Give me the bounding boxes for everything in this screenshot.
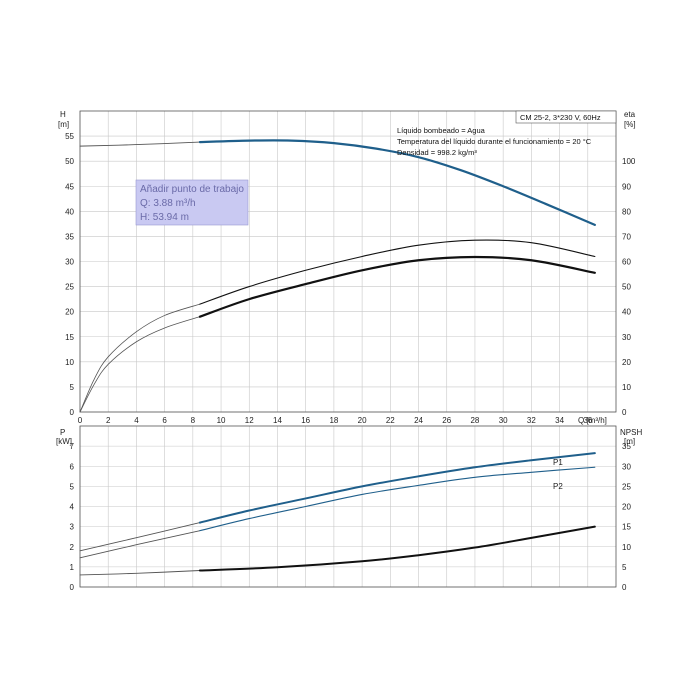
x-tick-label: 18 bbox=[329, 416, 338, 425]
lower-series-p-thin bbox=[79, 530, 201, 559]
x-tick-label: 4 bbox=[134, 416, 139, 425]
upper-left-tick-label: 10 bbox=[65, 358, 74, 367]
tick-labels: 0 2 4 6 8 10 12 14 16 18 20 22 24 26 28 30 32 34 360510152… bbox=[65, 132, 636, 592]
workpoint-box[interactable] bbox=[135, 179, 249, 226]
x-tick-label: 12 bbox=[245, 416, 254, 425]
info-temperature: Temperatura del líquido durante el funci… bbox=[397, 137, 592, 146]
x-tick-label: 30 bbox=[499, 416, 508, 425]
x-tick-label: 26 bbox=[442, 416, 451, 425]
lower-right-tick-label: 10 bbox=[622, 543, 631, 552]
upper-left-tick-label: 5 bbox=[70, 383, 75, 392]
upper-left-tick-label: 40 bbox=[65, 207, 74, 216]
x-tick-label: 32 bbox=[527, 416, 536, 425]
lower-right-tick-label: 20 bbox=[622, 503, 631, 512]
x-axis-label: Q [m³/h] bbox=[578, 416, 607, 425]
upper-grid bbox=[79, 111, 616, 413]
upper-right-tick-label: 50 bbox=[622, 283, 631, 292]
series-label-p2: P2 bbox=[553, 482, 563, 491]
upper-right-tick-label: 30 bbox=[622, 333, 631, 342]
x-tick-label: 16 bbox=[301, 416, 310, 425]
lower-left-tick-label: 1 bbox=[70, 563, 75, 572]
lower-left-tick-label: 5 bbox=[70, 482, 75, 491]
x-tick-label: 14 bbox=[273, 416, 282, 425]
lower-left-tick-label: 0 bbox=[70, 583, 75, 592]
x-tick-label: 8 bbox=[191, 416, 196, 425]
series-label-p1: P1 bbox=[553, 458, 563, 467]
upper-right-axis-label-1: eta bbox=[624, 110, 636, 119]
upper-series-eta-thin bbox=[79, 303, 201, 413]
info-liquid: Líquido bombeado = Agua bbox=[397, 126, 486, 135]
upper-right-tick-label: 10 bbox=[622, 383, 631, 392]
lower-left-tick-label: 7 bbox=[70, 442, 75, 451]
lower-right-tick-label: 5 bbox=[622, 563, 627, 572]
workpoint-q: Q: 3.88 m³/h bbox=[140, 198, 196, 209]
upper-left-tick-label: 0 bbox=[70, 408, 75, 417]
upper-left-tick-label: 45 bbox=[65, 182, 74, 191]
upper-right-tick-label: 40 bbox=[622, 308, 631, 317]
upper-series-head-thin bbox=[79, 141, 201, 147]
upper-right-tick-label: 100 bbox=[622, 157, 636, 166]
upper-left-tick-label: 20 bbox=[65, 308, 74, 317]
lower-left-axis-label-1: P bbox=[60, 428, 65, 437]
x-tick-label: 2 bbox=[106, 416, 111, 425]
lower-series-p-thin bbox=[79, 522, 201, 552]
upper-left-tick-label: 55 bbox=[65, 132, 74, 141]
lower-right-axis-label-2: [m] bbox=[624, 437, 635, 446]
upper-left-tick-label: 15 bbox=[65, 333, 74, 342]
x-tick-label: 10 bbox=[217, 416, 226, 425]
upper-left-tick-label: 50 bbox=[65, 157, 74, 166]
upper-right-tick-label: 80 bbox=[622, 207, 631, 216]
upper-right-tick-label: 0 bbox=[622, 408, 627, 417]
x-tick-label: 6 bbox=[162, 416, 167, 425]
x-tick-label: 34 bbox=[555, 416, 564, 425]
lower-right-tick-label: 35 bbox=[622, 442, 631, 451]
workpoint-title[interactable]: Añadir punto de trabajo bbox=[140, 184, 244, 195]
workpoint-h: H: 53.94 m bbox=[140, 212, 189, 223]
upper-series-head-bold bbox=[198, 139, 596, 226]
lower-series-p-bold bbox=[198, 452, 596, 524]
x-tick-label: 20 bbox=[358, 416, 367, 425]
x-tick-label: 28 bbox=[470, 416, 479, 425]
info-density: Densidad = 998.2 kg/m³ bbox=[397, 148, 477, 157]
lower-series-npsh-thin bbox=[79, 570, 201, 576]
series-lines bbox=[79, 139, 596, 576]
model-tag: CM 25-2, 3*230 V, 60Hz bbox=[520, 113, 601, 122]
lower-left-tick-label: 3 bbox=[70, 523, 75, 532]
x-tick-label: 24 bbox=[414, 416, 423, 425]
lower-series-p2-mid bbox=[199, 466, 596, 532]
x-tick-label: 22 bbox=[386, 416, 395, 425]
upper-left-tick-label: 25 bbox=[65, 283, 74, 292]
lower-left-tick-label: 2 bbox=[70, 543, 75, 552]
upper-right-tick-label: 60 bbox=[622, 258, 631, 267]
lower-plot-frame bbox=[79, 425, 617, 588]
upper-left-axis-label-2: [m] bbox=[58, 120, 69, 129]
upper-right-axis-label-2: [%] bbox=[624, 120, 636, 129]
upper-right-tick-label: 90 bbox=[622, 182, 631, 191]
upper-series-eta-thin bbox=[79, 316, 201, 413]
lower-left-tick-label: 6 bbox=[70, 462, 75, 471]
lower-right-tick-label: 30 bbox=[622, 462, 631, 471]
lower-right-tick-label: 15 bbox=[622, 523, 631, 532]
upper-right-tick-label: 70 bbox=[622, 232, 631, 241]
model-tag-box bbox=[515, 110, 617, 124]
upper-right-tick-label: 20 bbox=[622, 358, 631, 367]
lower-left-axis-label-2: [kW] bbox=[56, 437, 72, 446]
lower-right-tick-label: 25 bbox=[622, 482, 631, 491]
upper-left-axis-label-1: H bbox=[60, 110, 66, 119]
upper-series-eta-outer bbox=[199, 239, 596, 305]
upper-left-tick-label: 35 bbox=[65, 232, 74, 241]
upper-series-eta-bold bbox=[198, 255, 596, 318]
upper-left-tick-label: 30 bbox=[65, 258, 74, 267]
lower-series-npsh-bold bbox=[198, 525, 596, 572]
x-tick-label: 36 bbox=[583, 416, 592, 425]
lower-right-tick-label: 0 bbox=[622, 583, 627, 592]
x-tick-label: 0 bbox=[78, 416, 83, 425]
upper-plot-frame bbox=[79, 110, 617, 413]
lower-right-axis-label-1: NPSH bbox=[620, 428, 642, 437]
lower-left-tick-label: 4 bbox=[70, 503, 75, 512]
